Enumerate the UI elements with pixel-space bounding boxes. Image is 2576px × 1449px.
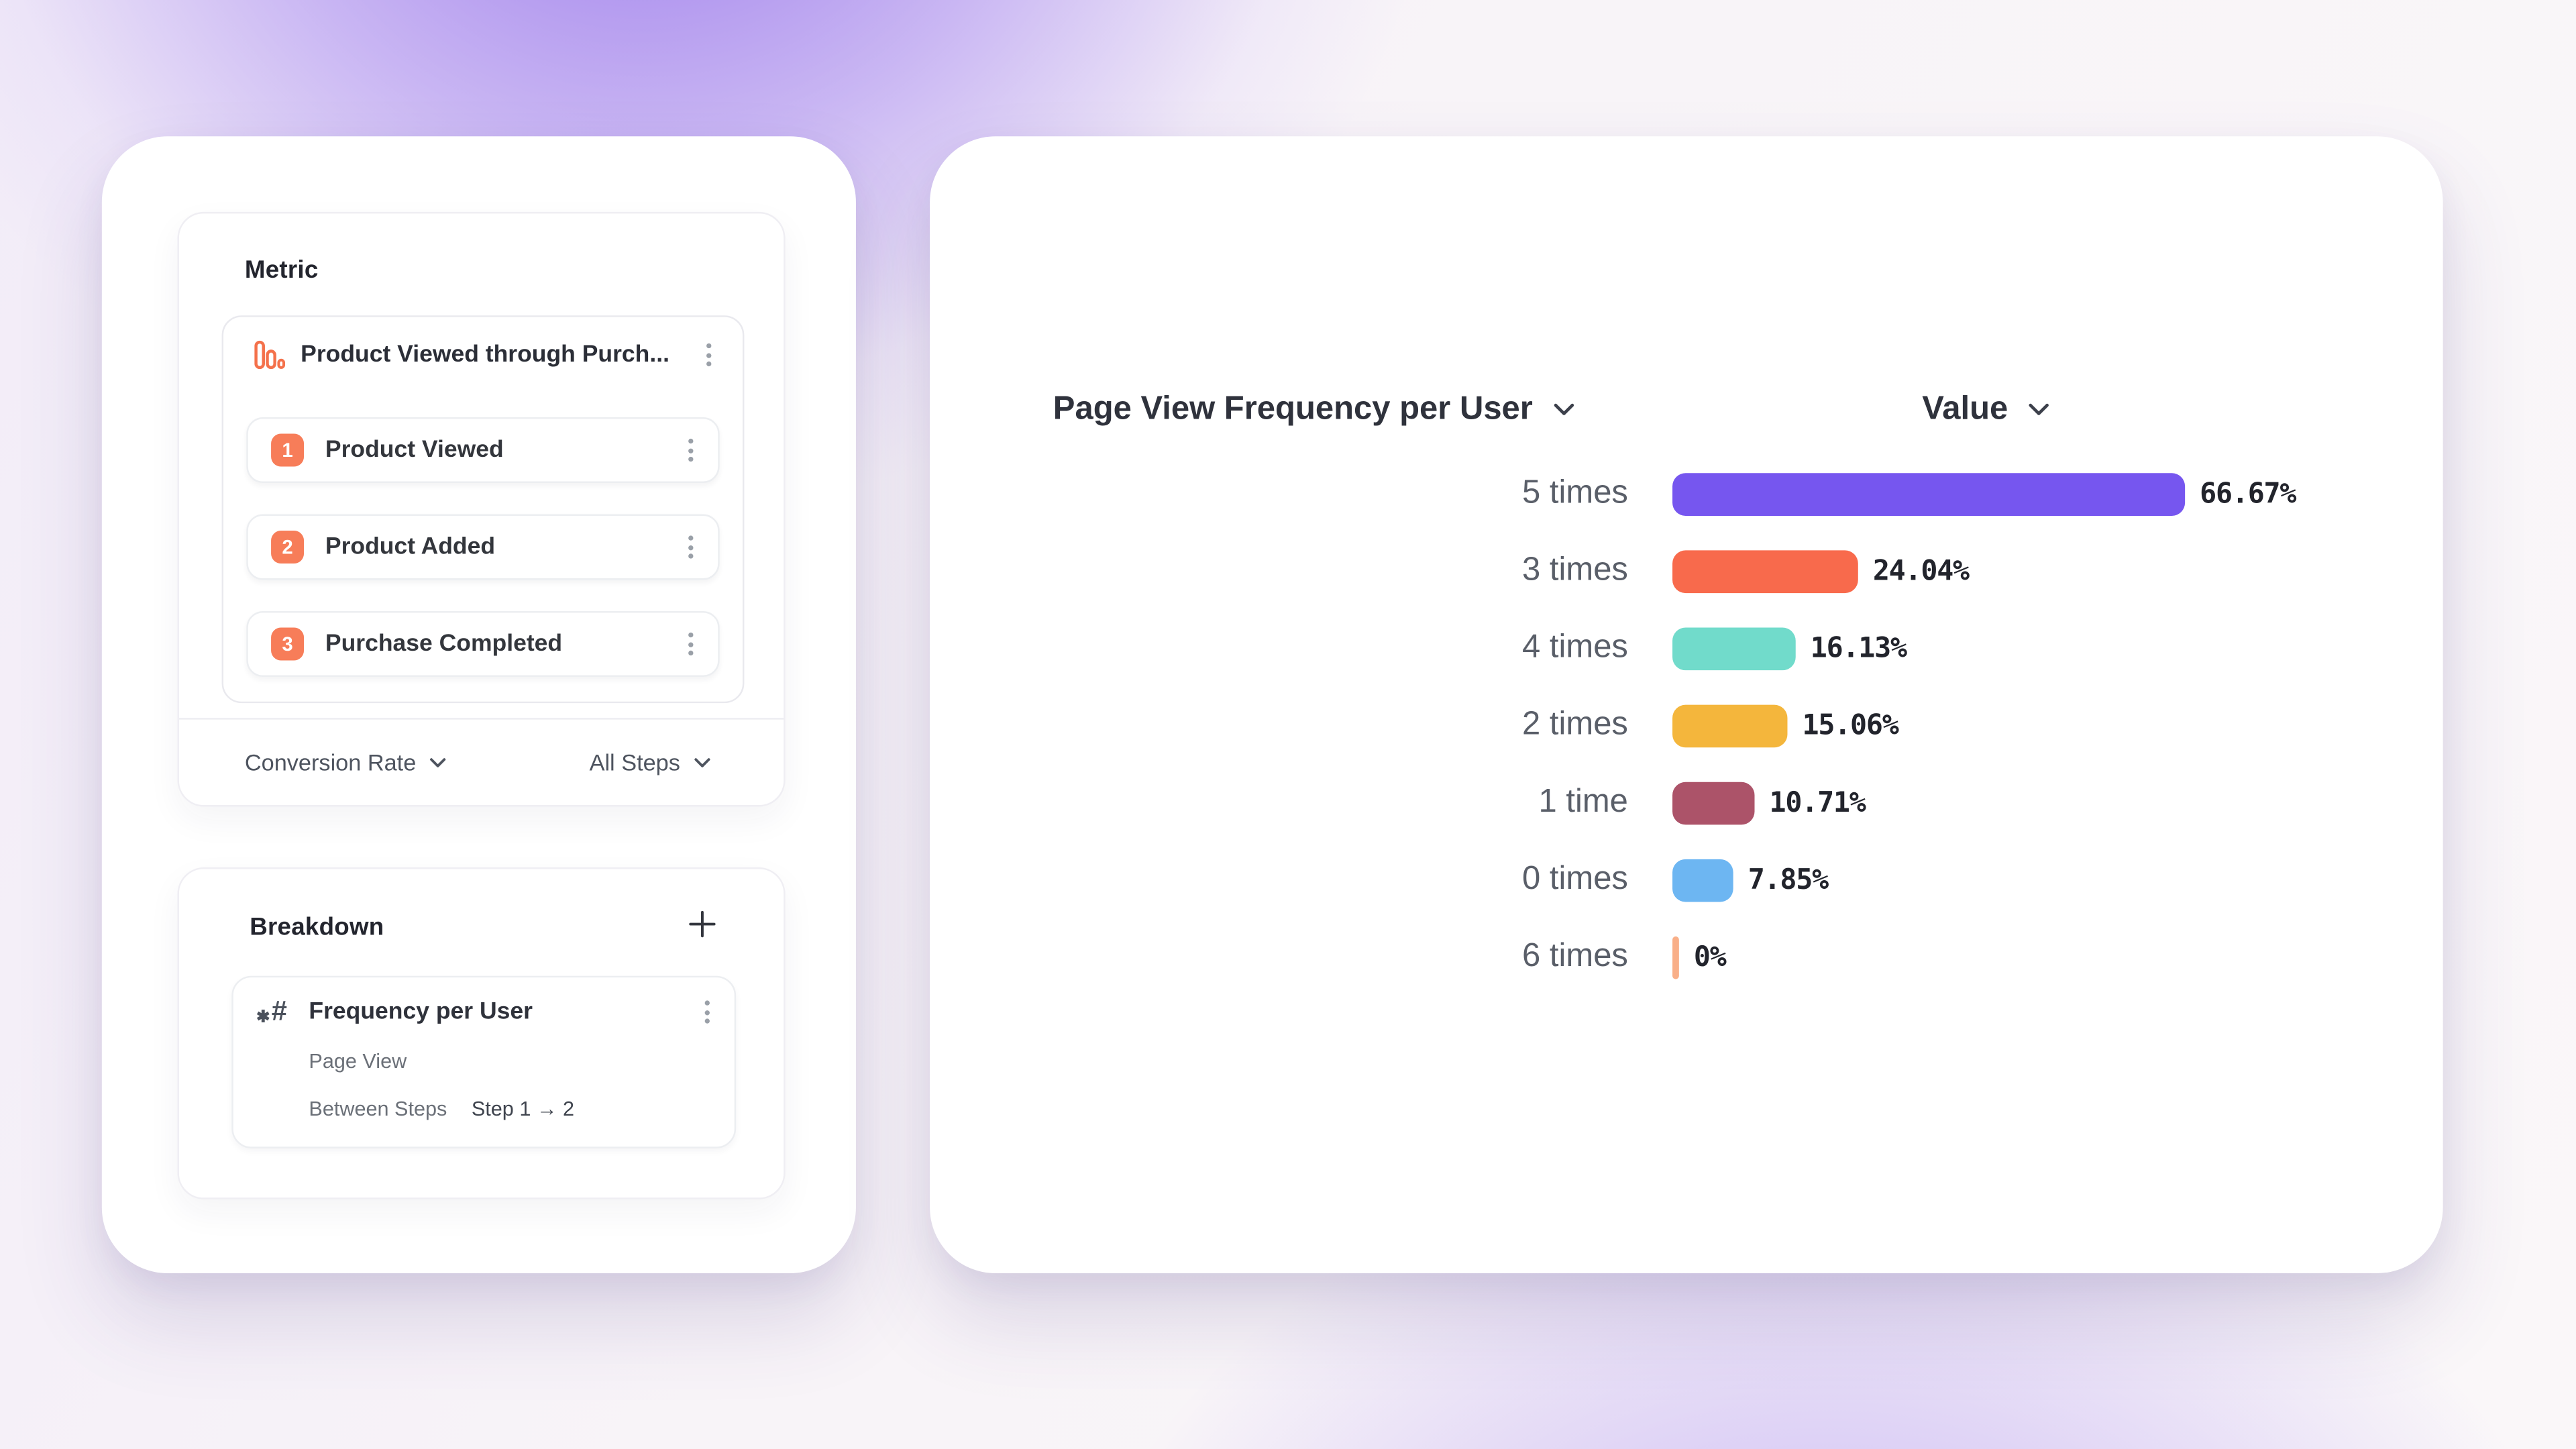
breakdown-name: Frequency per User — [309, 998, 533, 1026]
bar[interactable] — [1672, 627, 1796, 669]
bar[interactable] — [1672, 781, 1755, 824]
chart-row: 6 times 0% — [930, 918, 2443, 996]
chart-row: 3 times 24.04% — [930, 532, 2443, 609]
bar-label: 0 times — [1522, 861, 1628, 898]
breakdown-panel-title: Breakdown — [250, 913, 384, 942]
bar-label: 3 times — [1522, 551, 1628, 588]
step-label: Product Added — [325, 533, 496, 561]
query-setup-card: Metric Product Viewed through Purch... 1… — [101, 136, 856, 1273]
funnel-step-3[interactable]: 3 Purchase Completed — [246, 611, 720, 677]
breakdown-event: Page View — [309, 1049, 407, 1073]
funnel-definition-box: Product Viewed through Purch... 1 Product… — [221, 315, 745, 704]
funnel-step-1[interactable]: 1 Product Viewed — [246, 417, 720, 484]
kebab-menu-icon[interactable] — [684, 628, 698, 661]
add-breakdown-button[interactable] — [685, 907, 718, 940]
bar-value: 66.67% — [2200, 477, 2296, 511]
bar[interactable] — [1672, 472, 2186, 515]
kebab-menu-icon[interactable] — [702, 338, 716, 371]
step-label: Purchase Completed — [325, 631, 563, 657]
kebab-menu-icon[interactable] — [684, 434, 698, 467]
chart-title: Page View Frequency per User — [1053, 390, 1533, 427]
kebab-menu-icon[interactable] — [700, 996, 714, 1028]
chevron-down-icon — [2029, 403, 2049, 415]
all-steps-dropdown[interactable]: All Steps — [590, 749, 712, 775]
step-number-badge: 3 — [271, 627, 305, 661]
all-steps-label: All Steps — [589, 749, 680, 775]
bar[interactable] — [1672, 935, 1679, 979]
bar-value: 16.13% — [1810, 631, 1907, 665]
chevron-down-icon — [1554, 403, 1574, 415]
step-number-badge: 1 — [271, 433, 305, 467]
funnel-name: Product Viewed through Purch... — [301, 341, 669, 368]
step-label: Product Viewed — [325, 437, 504, 464]
bar[interactable] — [1672, 858, 1733, 902]
bar-chart: 5 times 66.67% 3 times 24.04% 4 times 16.13% 2… — [930, 455, 2443, 996]
chart-title-dropdown[interactable]: Page View Frequency per User — [1053, 391, 1576, 429]
bar-value: 7.85% — [1748, 863, 1829, 896]
conversion-rate-dropdown[interactable]: Conversion Rate — [245, 749, 447, 775]
chart-row: 0 times 7.85% — [930, 841, 2443, 918]
metric-panel-title: Metric — [244, 256, 319, 284]
breakdown-item-card[interactable]: # ✱ Frequency per User Page View Between … — [231, 975, 737, 1148]
hash-number-icon: # ✱ — [256, 996, 287, 1027]
bar-chart-metric-icon — [253, 338, 286, 371]
funnel-step-2[interactable]: 2 Product Added — [246, 514, 720, 580]
bar-label: 1 time — [1538, 784, 1628, 820]
bar[interactable] — [1672, 704, 1788, 747]
chart-row: 1 time 10.71% — [930, 764, 2443, 841]
chart-row: 2 times 15.06% — [930, 687, 2443, 764]
kebab-menu-icon[interactable] — [684, 531, 698, 564]
conversion-rate-label: Conversion Rate — [244, 749, 417, 775]
bar-value: 0% — [1693, 941, 1727, 974]
bar-value: 10.71% — [1769, 786, 1866, 819]
value-header: Value — [1922, 390, 2008, 427]
bar-value: 15.06% — [1802, 708, 1899, 742]
chart-card: Page View Frequency per User Value 5 tim… — [930, 136, 2443, 1273]
metric-panel: Metric Product Viewed through Purch... 1… — [177, 211, 786, 807]
breakdown-between-value: Step 1 → 2 — [471, 1097, 575, 1121]
bar-label: 5 times — [1522, 474, 1628, 511]
breakdown-panel: Breakdown # ✱ Frequency per User Page Vie… — [177, 867, 786, 1199]
bar[interactable] — [1672, 549, 1858, 592]
chart-row: 4 times 16.13% — [930, 610, 2443, 687]
value-header-dropdown[interactable]: Value — [1922, 391, 2051, 429]
metric-footer: Conversion Rate All Steps — [178, 718, 784, 805]
bar-label: 6 times — [1522, 938, 1628, 975]
chevron-down-icon — [694, 757, 710, 767]
chevron-down-icon — [430, 757, 446, 767]
bar-value: 24.04% — [1872, 554, 1970, 588]
breakdown-between-label: Between Steps — [309, 1097, 447, 1121]
step-number-badge: 2 — [271, 531, 305, 564]
funnel-header[interactable]: Product Viewed through Purch... — [223, 317, 743, 393]
plus-icon — [688, 910, 715, 936]
bar-label: 4 times — [1522, 629, 1628, 665]
chart-row: 5 times 66.67% — [930, 455, 2443, 532]
bar-label: 2 times — [1522, 706, 1628, 743]
